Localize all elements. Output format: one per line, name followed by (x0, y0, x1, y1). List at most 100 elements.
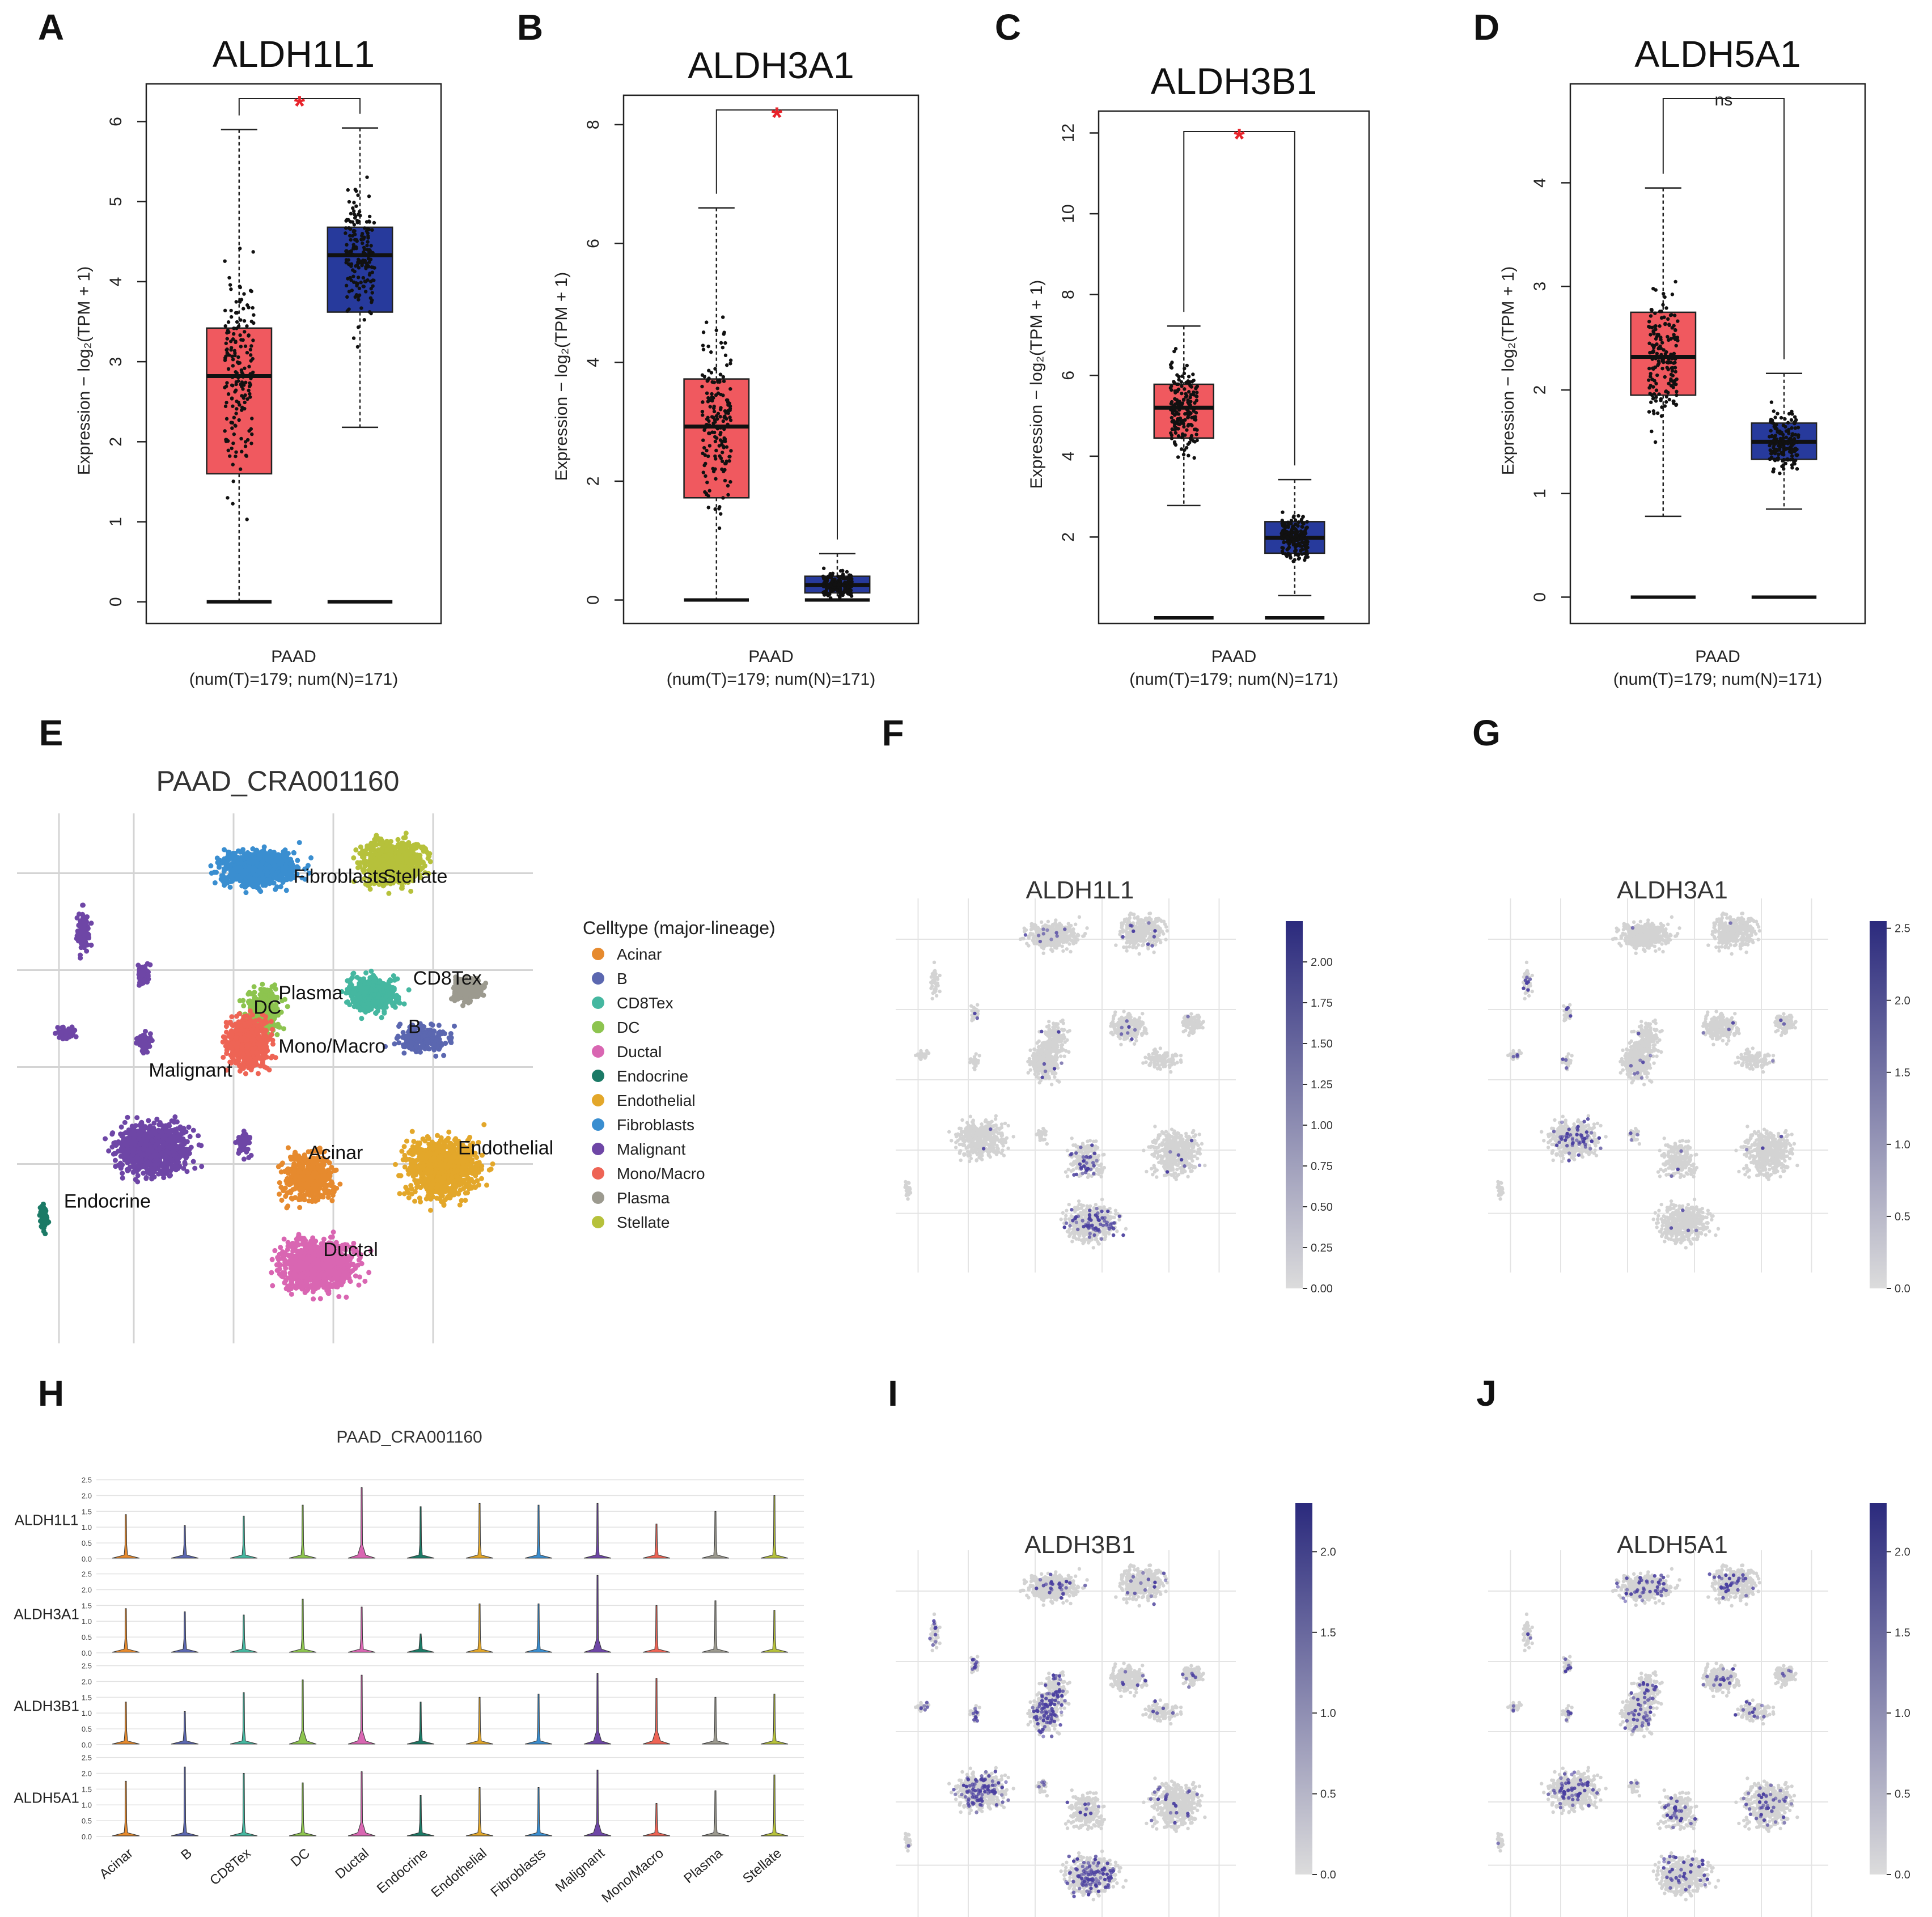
umap-cluster-label: Mono/Macro (278, 1036, 385, 1057)
legend-label: Acinar (617, 945, 662, 963)
feature-plot-i: ALDH3B1 0.0 0.5 1.0 1.5 2.0 (896, 1503, 1336, 1917)
umap-cluster-label: DC (253, 996, 281, 1018)
umap-cluster-label: CD8Tex (413, 968, 482, 989)
jitter-points (223, 247, 256, 521)
legend-label: Ductal (617, 1043, 662, 1061)
violin-y-tick-label: 1.5 (82, 1601, 92, 1610)
colorbar-tick-label: 2.0 (1320, 1546, 1336, 1558)
x-axis-label: PAAD (748, 647, 793, 666)
colorbar (1295, 1503, 1312, 1874)
violin-y-tick-label: 0.5 (82, 1633, 92, 1642)
plot-frame (1098, 110, 1370, 625)
boxplot-title: ALDH3B1 (1151, 60, 1317, 102)
violin-acinar (112, 1780, 140, 1837)
umap-legend: Celltype (major-lineage) Acinar B CD8Tex DC D… (583, 918, 776, 1231)
violin-title: PAAD_CRA001160 (336, 1428, 482, 1447)
violin-y-tick-label: 0.0 (82, 1649, 92, 1657)
colorbar-tick-label: 1.0 (1320, 1707, 1336, 1720)
y-tick-label: 4 (107, 277, 125, 287)
violin-plasma (701, 1511, 730, 1559)
violin-row-aldh5a1: ALDH5A1 0.0 0.5 1.0 1.5 2.0 2.5 (14, 1754, 804, 1841)
violin-endocrine (406, 1506, 435, 1559)
feature-expressing-points (973, 921, 1202, 1241)
violin-y-tick-label: 0.5 (82, 1539, 92, 1547)
umap-cluster-label: Malignant (149, 1060, 232, 1082)
panel-letter-h: H (38, 1373, 64, 1414)
significance-mark: * (1234, 123, 1245, 155)
colorbar (1870, 1503, 1887, 1874)
colorbar-tick-label: 0.50 (1311, 1201, 1333, 1214)
violin-stellate (760, 1694, 789, 1745)
jitter-points (1647, 279, 1680, 444)
panel-letter-b: B (517, 7, 543, 48)
violin-fibroblasts (524, 1694, 553, 1745)
box-normal (327, 127, 393, 604)
y-tick-label: 3 (1531, 282, 1549, 291)
colorbar-tick-label: 2.00 (1311, 956, 1333, 969)
violin-gene-label: ALDH3A1 (14, 1605, 79, 1622)
feature-expressing-points (906, 1571, 1199, 1898)
colorbar-tick-label: 0.5 (1895, 1211, 1910, 1223)
y-axis-label: Expression − log₂(TPM + 1) (75, 266, 94, 475)
colorbar-tick-label: 0.0 (1320, 1869, 1336, 1881)
violin-acinar (112, 1608, 140, 1653)
y-tick-label: 2 (1059, 532, 1078, 542)
y-tick-label: 6 (584, 239, 603, 248)
colorbar-tick-label: 0.75 (1311, 1160, 1333, 1173)
panel-letter-e: E (39, 712, 63, 753)
y-axis-label: Expression − log₂(TPM + 1) (1027, 280, 1046, 489)
y-axis-label: Expression − log₂(TPM + 1) (552, 272, 571, 481)
violin-cd8tex (230, 1692, 258, 1745)
boxplot-d: ALDH5A1 0 1 2 3 4 Expression − log₂(TPM + 1) PA… (1499, 33, 1866, 689)
legend-swatch (592, 1143, 604, 1155)
feature-plot-f: ALDH1L1 0.00 0.25 0.50 0.75 1.00 1.25 1.50 1.75 2… (896, 876, 1333, 1295)
plot-frame (145, 83, 442, 625)
violin-cd8tex (230, 1772, 258, 1837)
significance-bracket (1662, 98, 1785, 359)
violin-y-tick-label: 2.0 (82, 1677, 92, 1686)
violin-y-tick-label: 2.0 (82, 1491, 92, 1500)
colorbar-tick-label: 0.25 (1311, 1242, 1333, 1254)
violin-endothelial (465, 1697, 494, 1745)
y-tick-label: 8 (1059, 290, 1078, 299)
violin-endothelial (465, 1503, 494, 1559)
violin-y-tick-label: 1.0 (82, 1709, 92, 1717)
violin-y-tick-label: 2.5 (82, 1476, 92, 1485)
y-tick-label: 5 (107, 197, 125, 206)
colorbar-tick-label: 1.0 (1895, 1139, 1910, 1151)
legend-swatch (592, 1167, 604, 1180)
legend-swatch (592, 1021, 604, 1033)
feature-expressing-points (1496, 1572, 1794, 1892)
colorbar-tick-label: 0.00 (1311, 1283, 1333, 1295)
umap-cluster-label: Ductal (323, 1239, 378, 1261)
violin-fibroblasts (524, 1604, 553, 1653)
legend-label: Malignant (617, 1140, 686, 1158)
y-tick-label: 0 (107, 597, 125, 607)
panel-letter-g: G (1472, 712, 1501, 753)
legend-swatch (592, 1070, 604, 1082)
violin-stellate (760, 1495, 789, 1559)
plot-frame (622, 94, 920, 625)
legend-label: Endocrine (617, 1067, 688, 1085)
violin-acinar (112, 1702, 140, 1745)
significance-bracket (1183, 131, 1295, 466)
boxplot-a: ALDH1L1 0 1 2 3 4 5 6 Expression − log₂(TPM + 1)… (75, 33, 442, 689)
violin-malignant (583, 1770, 612, 1837)
violin-ductal (348, 1487, 376, 1559)
box-tumor (1630, 187, 1697, 599)
box-normal (1264, 478, 1325, 620)
y-tick-label: 0 (1531, 592, 1549, 602)
y-axis-label: Expression − log₂(TPM + 1) (1499, 266, 1518, 475)
violin-malignant (583, 1673, 612, 1745)
feature-title: ALDH1L1 (1026, 876, 1134, 904)
significance-bracket (715, 109, 838, 540)
violin-row-aldh3b1: ALDH3B1 0.0 0.5 1.0 1.5 2.0 2.5 (14, 1662, 804, 1749)
jitter-points (344, 175, 376, 349)
y-tick-label: 6 (1059, 371, 1078, 380)
violin-x-tick-label: Acinar (96, 1846, 135, 1882)
legend-label: DC (617, 1019, 639, 1036)
violin-malignant (583, 1503, 612, 1559)
legend-swatch (592, 1118, 604, 1131)
x-axis-sublabel: (num(T)=179; num(N)=171) (667, 670, 875, 689)
violin-endothelial (465, 1604, 494, 1653)
